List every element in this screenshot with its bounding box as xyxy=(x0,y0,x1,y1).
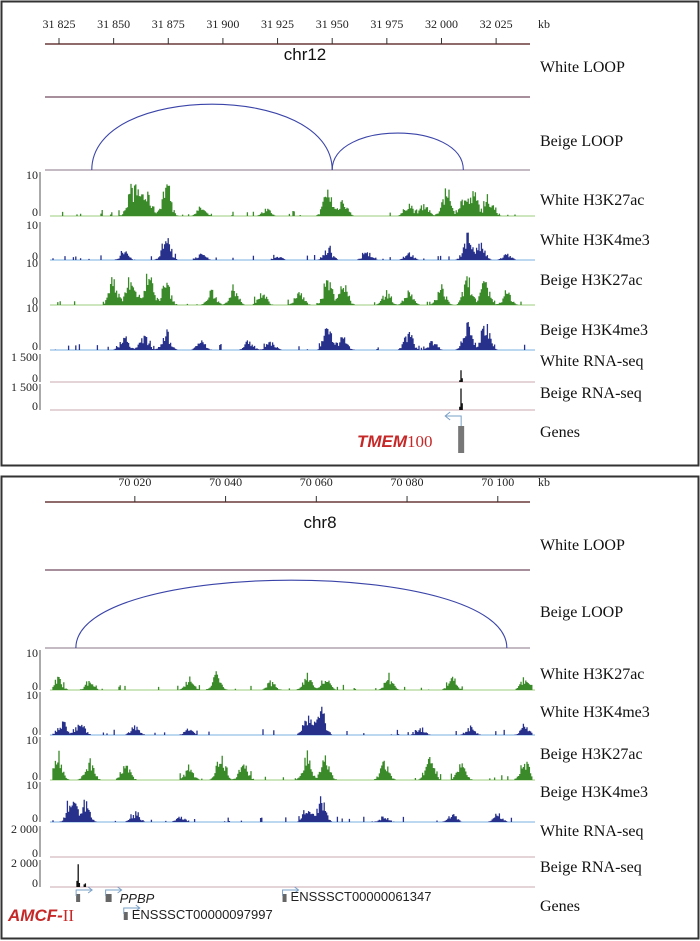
gene-body xyxy=(123,912,128,920)
track-label: Beige H3K4me3 xyxy=(540,322,648,339)
track-ymin: 0 xyxy=(32,846,38,860)
axis-tick-label: 31 950 xyxy=(316,17,349,31)
track-ymax: 1 500 xyxy=(11,350,38,364)
track-label: White H3K27ac xyxy=(540,192,644,209)
genes-label: Genes xyxy=(540,424,580,441)
tmem100-gene-label: TMEM100 xyxy=(357,432,433,451)
track-signal xyxy=(52,706,533,735)
axis-tick-label: 70 040 xyxy=(209,475,242,489)
track-ymin: 0 xyxy=(32,205,38,219)
gene-strand-arrow-icon xyxy=(105,886,123,896)
track-ymax: 1 500 xyxy=(11,380,38,394)
track-ymin: 0 xyxy=(32,811,38,825)
track-label: White RNA-seq xyxy=(540,823,644,840)
track-ymax: 10 xyxy=(26,778,38,792)
beige-loop-arc xyxy=(75,579,508,649)
tmem100-italic-part: TMEM xyxy=(357,432,408,451)
axis-tick-label: 70 100 xyxy=(481,475,514,489)
track-ymin: 0 xyxy=(32,399,38,413)
track-label: White RNA-seq xyxy=(540,353,644,370)
axis-tick-label: 31 875 xyxy=(152,17,185,31)
track-ymax: 10 xyxy=(26,733,38,747)
track-ymin: 0 xyxy=(32,679,38,693)
generated-marks: 31 825 31 850 31 875 31 900 31 925 31 950 31 9… xyxy=(11,17,650,922)
track-ymax: 2 000 xyxy=(11,856,38,870)
gene-name: PPBP xyxy=(120,891,155,906)
panel-1-chromosome: chr12 xyxy=(284,45,327,64)
track-signal xyxy=(459,388,463,410)
track-ymax: 2 000 xyxy=(11,822,38,836)
track-signal xyxy=(52,796,513,822)
axis-tick-label: 32 000 xyxy=(425,17,458,31)
track-signal xyxy=(52,750,533,780)
gene-body xyxy=(76,894,81,902)
track-label: Beige H3K27ac xyxy=(540,746,643,763)
track-signal xyxy=(54,322,526,350)
panel-1-border xyxy=(0,0,700,467)
track-label: Beige H3K4me3 xyxy=(540,784,648,801)
gene-name: ENSSSCT00000097997 xyxy=(132,907,273,922)
track-signal xyxy=(459,370,463,382)
beige-loop-arc xyxy=(91,103,333,171)
track-ymin: 0 xyxy=(32,876,38,890)
amcf-plain-part: II xyxy=(63,906,75,925)
track-signal xyxy=(61,183,516,216)
amcf-ii-gene-label: AMCF-II xyxy=(7,906,74,925)
gene-body xyxy=(282,894,287,902)
track-ymax: 10 xyxy=(26,256,38,270)
genes-label: Genes xyxy=(540,898,580,915)
track-ymin: 0 xyxy=(32,249,38,263)
track-ymin: 0 xyxy=(32,769,38,783)
track-ymax: 10 xyxy=(26,646,38,660)
amcf-italic-part: AMCF- xyxy=(7,906,63,925)
axis-tick-label: 70 080 xyxy=(391,475,424,489)
axis-unit: kb xyxy=(538,17,550,31)
track-signal xyxy=(52,232,516,260)
gene-strand-arrow-icon xyxy=(75,886,93,896)
track-ymin: 0 xyxy=(32,371,38,385)
panel-2-chromosome: chr8 xyxy=(303,513,336,532)
track-ymax: 10 xyxy=(26,168,38,182)
track-signal xyxy=(76,864,87,887)
axis-tick-label: 31 825 xyxy=(42,17,75,31)
gene-strand-arrow-icon xyxy=(282,886,300,896)
panel-2-border xyxy=(0,475,700,940)
tmem100-plain-part: 100 xyxy=(407,432,433,451)
gene-body xyxy=(458,426,465,453)
track-label: Beige H3K27ac xyxy=(540,272,643,289)
track-label: Beige RNA-seq xyxy=(540,859,642,876)
track-ymin: 0 xyxy=(32,294,38,308)
axis-tick-label: 70 020 xyxy=(118,475,151,489)
axis-tick-label: 31 975 xyxy=(370,17,403,31)
track-label: Beige RNA-seq xyxy=(540,385,642,402)
track-ymin: 0 xyxy=(32,339,38,353)
gene-name: ENSSSCT00000061347 xyxy=(291,889,432,904)
track-label: White H3K27ac xyxy=(540,666,644,683)
axis-tick-label: 31 925 xyxy=(261,17,294,31)
gene-strand-arrow-icon xyxy=(444,411,462,426)
track-signal xyxy=(52,671,533,690)
gene-body xyxy=(105,894,112,902)
beige-loop-label: Beige LOOP xyxy=(540,133,623,150)
axis-tick-label: 31 850 xyxy=(97,17,130,31)
axis-tick-label: 32 025 xyxy=(480,17,513,31)
axis-unit: kb xyxy=(538,475,550,489)
white-loop-label: White LOOP xyxy=(540,537,625,554)
track-signal xyxy=(57,273,522,305)
track-label: White H3K4me3 xyxy=(540,232,650,249)
track-ymax: 10 xyxy=(26,301,38,315)
track-ymax: 10 xyxy=(26,688,38,702)
track-ymax: 10 xyxy=(26,218,38,232)
beige-loop-arc xyxy=(331,132,464,171)
axis-tick-label: 31 900 xyxy=(206,17,239,31)
gene-strand-arrow-icon xyxy=(123,904,141,914)
beige-loop-label: Beige LOOP xyxy=(540,604,623,621)
track-label: White H3K4me3 xyxy=(540,704,650,721)
white-loop-label: White LOOP xyxy=(540,59,625,76)
axis-tick-label: 70 060 xyxy=(300,475,333,489)
track-ymin: 0 xyxy=(32,724,38,738)
